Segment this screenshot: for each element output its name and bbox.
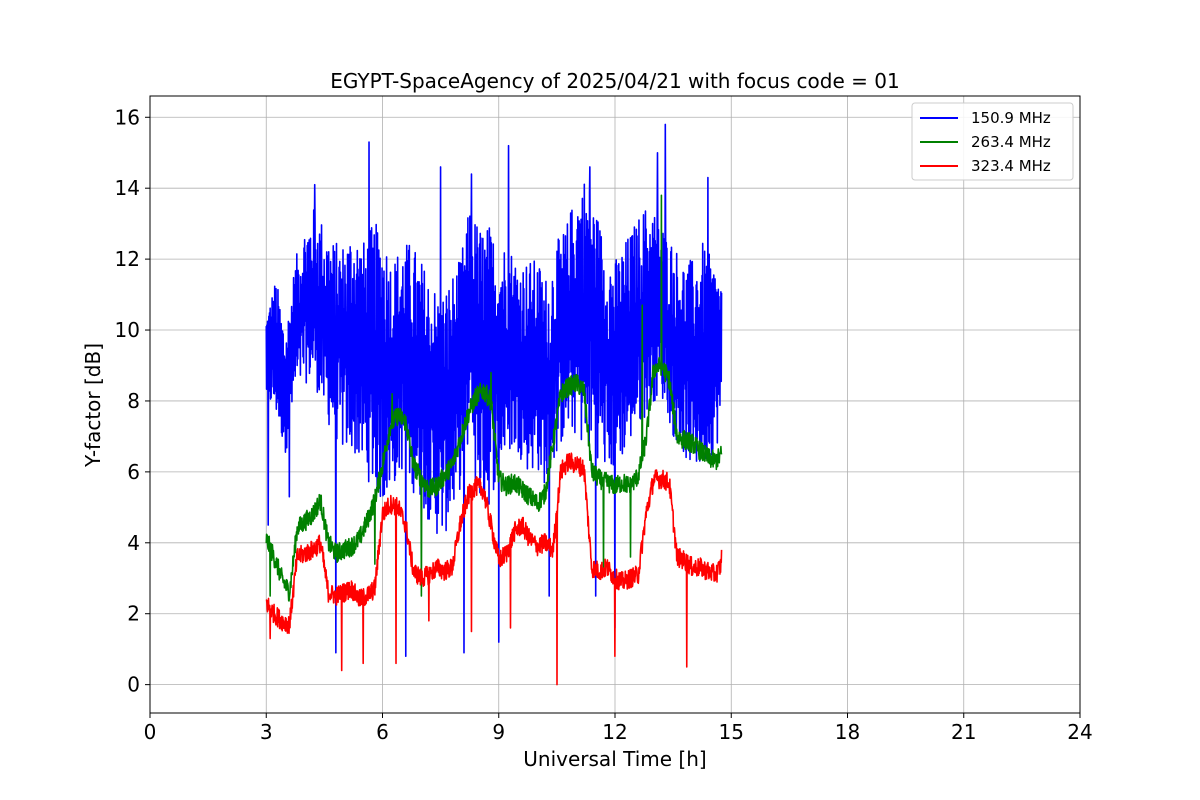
x-axis-label: Universal Time [h]: [523, 747, 706, 771]
x-tick-label: 3: [260, 720, 273, 744]
chart-title: EGYPT-SpaceAgency of 2025/04/21 with foc…: [330, 69, 899, 93]
x-tick-label: 18: [835, 720, 860, 744]
y-tick-label: 10: [115, 318, 140, 342]
series-line-2: [265, 452, 723, 686]
y-axis-label: Y-factor [dB]: [81, 343, 105, 468]
series-line-0: [265, 123, 723, 658]
x-tick-label: 15: [719, 720, 744, 744]
series-layer: [265, 123, 723, 686]
x-tick-label: 6: [376, 720, 389, 744]
y-tick-label: 4: [127, 531, 140, 555]
y-tick-label: 2: [127, 602, 140, 626]
y-tick-label: 8: [127, 389, 140, 413]
x-tick-label: 21: [951, 720, 976, 744]
legend-box: [911, 102, 1074, 181]
legend-label: 150.9 MHz: [971, 109, 1051, 127]
y-tick-label: 12: [115, 247, 140, 271]
series-line-1: [265, 194, 723, 602]
x-tick-label: 24: [1067, 720, 1092, 744]
x-tick-label: 9: [492, 720, 505, 744]
y-tick-label: 16: [115, 105, 140, 129]
legend-label: 263.4 MHz: [971, 133, 1051, 151]
legend: 150.9 MHz 263.4 MHz 323.4 MHz: [911, 102, 1074, 181]
x-tick-label: 12: [602, 720, 627, 744]
y-tick-label: 14: [115, 176, 140, 200]
y-tick-label: 6: [127, 460, 140, 484]
y-tick-label: 0: [127, 673, 140, 697]
legend-label: 323.4 MHz: [971, 157, 1051, 175]
x-tick-label: 0: [144, 720, 157, 744]
